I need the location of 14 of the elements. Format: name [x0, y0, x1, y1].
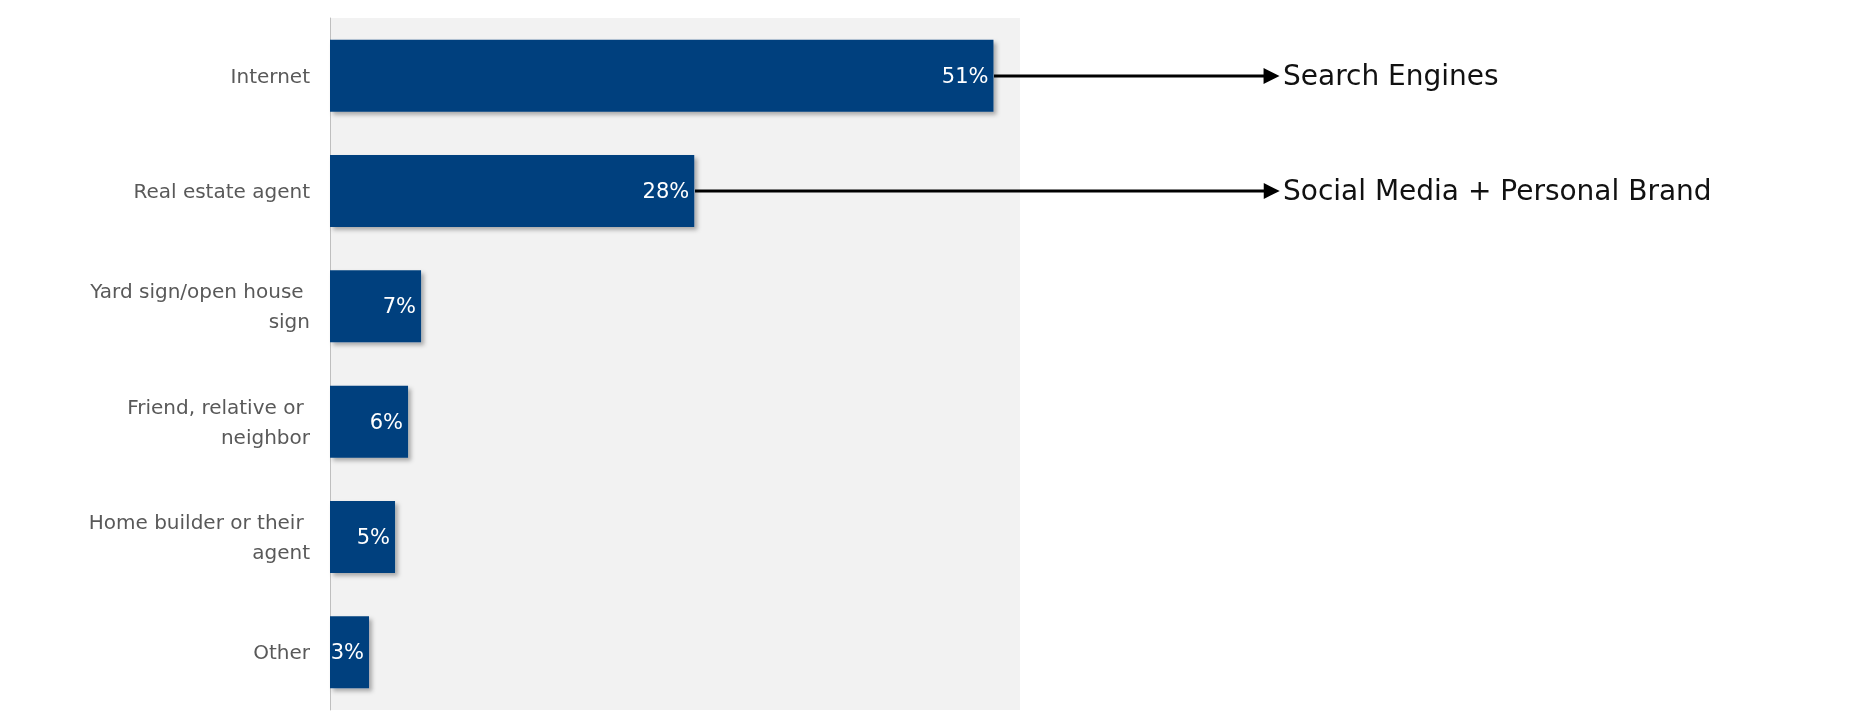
y-tick-label: Home builder or their agent [88, 510, 311, 564]
text: Social Media + Personal Brand [1283, 173, 1712, 209]
data-label: 6% [369, 409, 404, 434]
annotation: Search Engines [1283, 57, 1499, 94]
data-label: 7% [382, 294, 417, 319]
data-label: 51% [941, 63, 989, 88]
data-label: 28% [642, 179, 690, 203]
data-label: 5% [356, 525, 391, 549]
y-tick-label: Internet [230, 63, 311, 88]
data-label: 3% [330, 640, 365, 665]
y-tick-label: Friend, relative or neighbor [127, 394, 311, 449]
y-tick-label: Other [253, 640, 311, 665]
y-tick-label: Yard sign/open house sign [89, 279, 310, 334]
y-tick-label: Real estate agent [133, 179, 311, 203]
